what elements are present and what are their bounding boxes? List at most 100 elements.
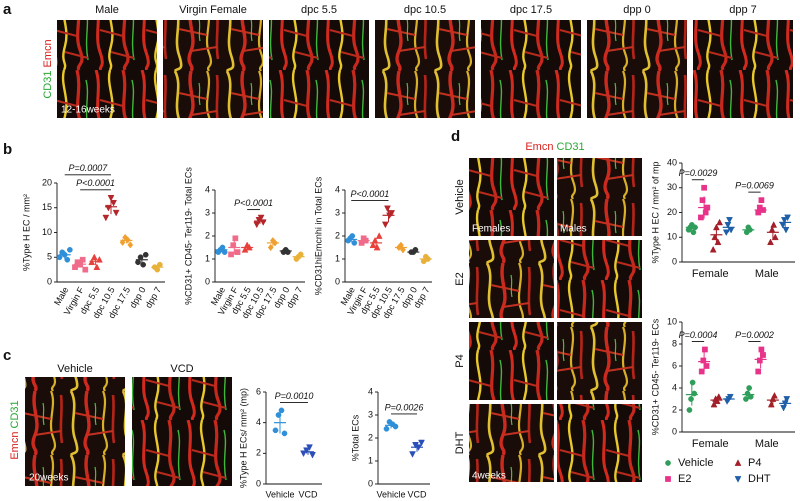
panel-label: d — [451, 128, 460, 145]
legend-label: DHT — [748, 473, 771, 485]
y-axis-label: %Total ECs — [350, 414, 360, 461]
legend-marker — [665, 476, 671, 482]
micrograph — [557, 240, 642, 318]
legend-marker — [734, 459, 742, 466]
y-tick-label: 4 — [256, 417, 261, 427]
y-axis-label: %CD31+ CD45- Ter119- ECs — [650, 318, 660, 435]
y-tick-label: 2 — [368, 432, 373, 442]
panel-label: a — [3, 1, 12, 18]
data-point — [281, 430, 288, 437]
data-point — [72, 264, 78, 270]
y-tick-label: 2 — [672, 404, 677, 414]
data-point — [309, 452, 316, 459]
data-point — [722, 229, 730, 237]
sex-label: Males — [560, 224, 587, 235]
data-point — [93, 263, 101, 270]
condition-label: VCD — [170, 363, 193, 375]
condition-label: dpc 10.5 — [404, 4, 446, 16]
y-tick-label: 0 — [256, 478, 261, 488]
y-axis-label: %Type H ECs/ mm² (mp) — [238, 388, 248, 488]
x-tick-label: Female — [692, 268, 729, 280]
data-point — [760, 352, 766, 358]
y-tick-label: 2 — [205, 230, 210, 240]
micrograph — [57, 20, 157, 118]
data-point — [699, 197, 706, 203]
x-tick-label: Female — [692, 438, 729, 450]
panel-label: b — [3, 141, 12, 158]
data-point — [272, 427, 279, 434]
data-point — [709, 245, 717, 253]
y-tick-label: 2 — [256, 448, 261, 458]
data-point — [79, 256, 86, 263]
data-point — [127, 241, 134, 249]
data-point — [349, 233, 356, 239]
data-point — [746, 385, 752, 391]
data-point — [755, 209, 762, 216]
sex-label: Females — [472, 224, 510, 235]
stain-label: Emcn CD31 — [525, 141, 584, 153]
y-tick-label: 0 — [47, 276, 52, 286]
y-tick-label: 1 — [335, 253, 340, 263]
data-point — [689, 379, 696, 386]
y-tick-label: 0 — [672, 426, 677, 436]
data-point — [743, 396, 749, 402]
x-tick-label: Male — [755, 268, 779, 280]
micrograph — [163, 20, 263, 118]
p-value: P=0.0069 — [735, 181, 774, 191]
data-point — [67, 246, 73, 253]
data-point — [767, 238, 774, 246]
data-point — [142, 251, 149, 258]
data-point — [64, 256, 71, 263]
panel-label: c — [3, 347, 11, 364]
data-point — [686, 407, 693, 413]
data-point — [82, 266, 89, 273]
condition-label: dpp 7 — [729, 4, 757, 16]
y-tick-label: 4 — [205, 184, 210, 194]
x-tick-label: Vehicle — [376, 489, 405, 499]
y-tick-label: 8 — [672, 338, 677, 348]
data-point — [234, 249, 241, 255]
data-point — [756, 357, 763, 364]
legend-marker — [734, 476, 742, 483]
stain-label: Emcn CD31 — [9, 400, 21, 459]
data-point — [409, 451, 416, 458]
treatment-label: DHT — [454, 431, 466, 454]
data-point — [701, 184, 707, 191]
data-point — [267, 243, 274, 252]
y-axis-label: %Type H EC / mm² of mp — [650, 161, 660, 263]
y-tick-label: 5 — [47, 252, 52, 262]
stain: Emcn — [9, 432, 21, 460]
data-point — [700, 357, 707, 364]
data-point — [726, 217, 733, 224]
condition-label: Vehicle — [57, 363, 92, 375]
treatment-label: Vehicle — [454, 179, 466, 214]
age-label: 20weeks — [29, 473, 68, 484]
data-point — [56, 254, 63, 261]
data-point — [758, 346, 765, 353]
condition-label: dpc 17.5 — [510, 4, 552, 16]
stain: CD31 — [9, 400, 21, 428]
y-tick-label: 3 — [368, 409, 373, 419]
stain: CD31 — [557, 141, 585, 153]
data-point — [351, 240, 358, 246]
y-tick-label: 10 — [42, 227, 52, 237]
legend-marker — [665, 460, 671, 466]
y-tick-label: 0 — [335, 276, 340, 286]
data-point — [392, 423, 399, 430]
y-tick-label: 10 — [667, 232, 677, 242]
y-axis-label: %Type H EC / mm² — [21, 194, 31, 271]
micrograph — [269, 20, 369, 118]
y-tick-label: 20 — [42, 177, 52, 187]
data-point — [703, 363, 710, 369]
data-point — [88, 258, 96, 266]
data-point — [383, 425, 390, 432]
y-tick-label: 15 — [42, 202, 52, 212]
data-point — [690, 229, 697, 236]
data-point — [770, 221, 778, 228]
p-value: P=0.0002 — [735, 330, 774, 340]
condition-label: dpc 5.5 — [301, 4, 337, 16]
legend-label: E2 — [678, 473, 691, 485]
y-tick-label: 1 — [205, 253, 210, 263]
data-point — [780, 217, 788, 224]
